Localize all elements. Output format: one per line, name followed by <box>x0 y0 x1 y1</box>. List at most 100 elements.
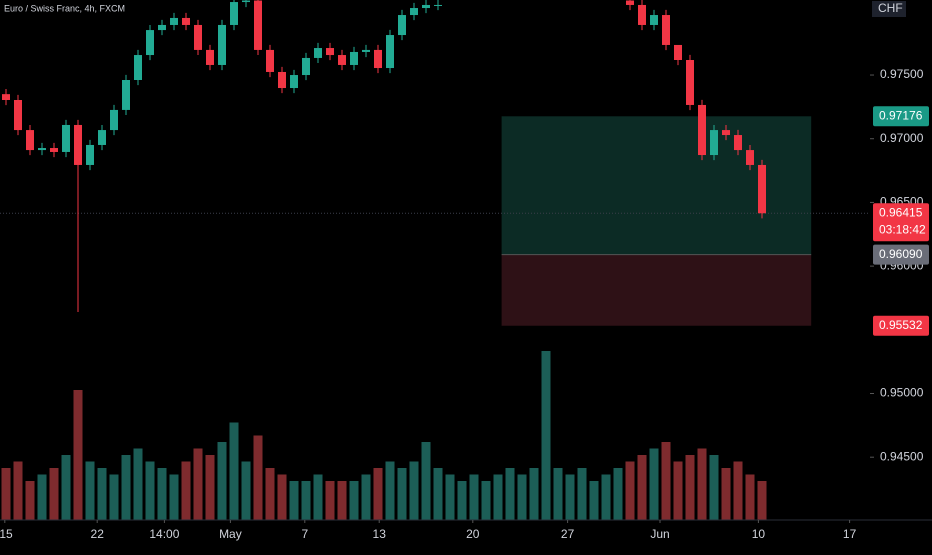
volume-bar <box>421 442 431 520</box>
volume-bar <box>349 481 359 520</box>
candle-body <box>122 80 130 110</box>
x-tick-label: Jun <box>650 527 669 541</box>
volume-bar <box>397 468 407 520</box>
candle-body <box>254 0 262 50</box>
volume-bar <box>25 481 35 520</box>
candle-body <box>626 0 634 5</box>
candle-body <box>206 49 214 65</box>
candle-body <box>230 2 238 25</box>
volume-bar <box>493 474 503 520</box>
volume-bar <box>109 474 119 520</box>
candle-body <box>290 75 298 89</box>
entry-tag: 0.96090 <box>879 247 923 261</box>
candle-body <box>374 49 382 69</box>
candle-body <box>662 15 670 45</box>
volume-bar <box>241 461 251 520</box>
candle-body <box>434 4 442 6</box>
volume-bar <box>85 461 95 520</box>
candle-body <box>14 100 22 131</box>
volume-bar <box>301 481 311 520</box>
x-tick-label: 17 <box>843 527 857 541</box>
volume-bar <box>13 461 23 520</box>
y-tick-label: 0.95000 <box>880 386 924 400</box>
volume-bar <box>589 481 599 520</box>
candle-body <box>398 15 406 36</box>
candle-body <box>386 35 394 69</box>
volume-bar <box>661 442 671 520</box>
currency: CHF <box>878 1 903 15</box>
volume-bar <box>37 474 47 520</box>
volume-bar <box>505 468 515 520</box>
candle-body <box>338 55 346 65</box>
chart-title: Euro / Swiss Franc, 4h, FXCM <box>4 3 125 13</box>
candle-body <box>134 55 142 80</box>
candle-body <box>182 17 190 25</box>
candle-body <box>218 24 226 65</box>
candle-body <box>686 60 694 105</box>
volume-bar <box>445 474 455 520</box>
x-tick-label: 27 <box>561 527 575 541</box>
volume-bar <box>565 474 575 520</box>
candle-body <box>314 48 322 58</box>
x-tick-label: 7 <box>301 527 308 541</box>
candle-body <box>86 144 94 165</box>
x-tick-label: 10 <box>752 527 766 541</box>
candle-body <box>26 130 34 151</box>
candle-body <box>2 94 10 100</box>
candle-body <box>50 148 58 152</box>
volume-bar <box>289 481 299 520</box>
volume-bar <box>733 461 743 520</box>
candle-body <box>698 104 706 156</box>
candle-body <box>410 8 418 16</box>
volume-bar <box>637 455 647 520</box>
candle-body <box>242 0 250 3</box>
volume-bar <box>1 468 11 520</box>
volume-bar <box>517 474 527 520</box>
volume-bar <box>361 474 371 520</box>
volume-bar <box>145 461 155 520</box>
volume-bar <box>73 390 83 520</box>
volume-bar <box>157 468 167 520</box>
volume-bar <box>553 468 563 520</box>
volume-bar <box>745 474 755 520</box>
stop-tag: 0.95532 <box>879 318 923 332</box>
candle-body <box>266 49 274 72</box>
candle-body <box>326 48 334 56</box>
volume-bar <box>97 468 107 520</box>
volume-bar <box>469 474 479 520</box>
last-price-box <box>873 203 929 242</box>
price-axis-bg <box>870 0 932 550</box>
candle-body <box>758 164 766 214</box>
last-price: 0.96415 <box>879 205 923 219</box>
candle-body <box>98 130 106 145</box>
candle-body <box>674 44 682 60</box>
candle-body <box>746 150 754 165</box>
stop-zone <box>501 254 812 326</box>
volume-bar <box>193 448 203 520</box>
target-tag: 0.97176 <box>879 108 923 122</box>
volume-bar <box>61 455 71 520</box>
candle-body <box>38 148 46 151</box>
volume-bar <box>277 474 287 520</box>
countdown: 03:18:42 <box>879 222 926 236</box>
volume-bar <box>649 448 659 520</box>
x-tick-label: 22 <box>91 527 105 541</box>
candle-body <box>722 130 730 136</box>
volume-bar <box>697 448 707 520</box>
volume-bar <box>49 468 59 520</box>
entry-tag-box <box>873 244 929 265</box>
candle-body <box>146 30 154 56</box>
candle-layer <box>0 0 870 312</box>
volume-bar <box>721 468 731 520</box>
volume-bar <box>541 351 551 520</box>
volume-bar <box>529 468 539 520</box>
candle-body <box>710 130 718 156</box>
volume-layer <box>1 351 767 520</box>
candle-body <box>302 57 310 76</box>
candle-body <box>62 124 70 152</box>
volume-bar <box>229 422 239 520</box>
volume-bar <box>373 468 383 520</box>
candle-body <box>734 135 742 151</box>
volume-bar <box>601 474 611 520</box>
y-tick-label: 0.97500 <box>880 67 924 81</box>
